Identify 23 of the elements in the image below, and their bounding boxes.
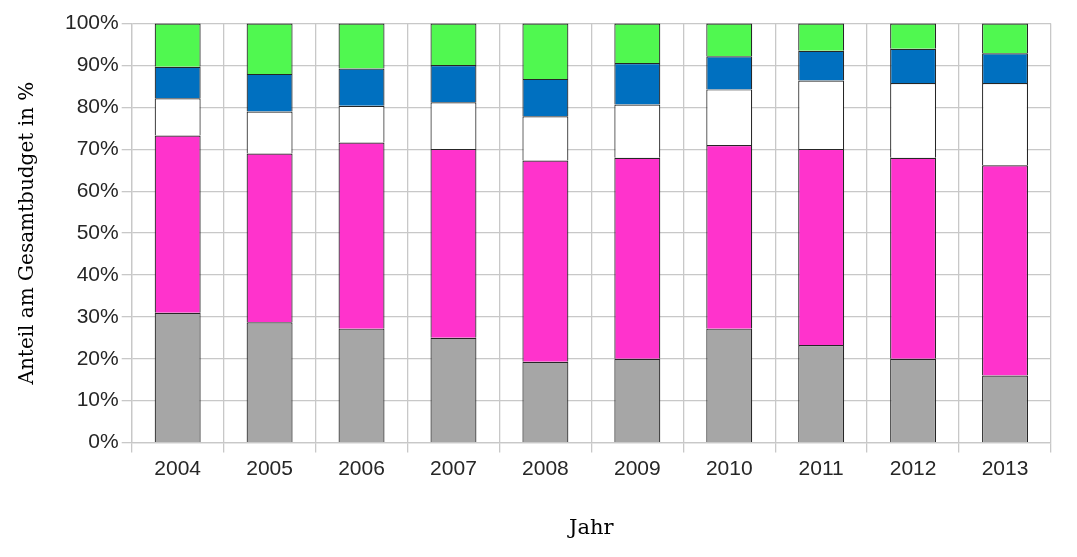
y-axis-title: Anteil am Gesamtbudget in %	[14, 81, 39, 386]
x-tick-label: 2006	[338, 456, 385, 479]
x-tick-label: 2007	[430, 456, 477, 479]
y-tick-label: 20%	[76, 345, 119, 369]
x-tick-label: 2012	[889, 456, 937, 479]
y-tick-label: 90%	[76, 52, 119, 76]
y-tick-label: 80%	[76, 94, 119, 118]
y-tick-label: 30%	[76, 303, 119, 327]
y-tick-label: 0%	[88, 429, 119, 453]
x-tick-label: 2013	[981, 456, 1029, 479]
x-tick-label: 2011	[798, 456, 844, 479]
x-tick-label: 2004	[154, 456, 202, 479]
x-tick-label: 2008	[522, 456, 569, 479]
y-tick-label: 60%	[76, 178, 119, 201]
x-tick-label: 2010	[705, 456, 753, 479]
y-tick-label: 70%	[76, 136, 119, 160]
y-tick-label: 100%	[64, 10, 119, 34]
x-axis-title: Jahr	[567, 514, 615, 539]
y-tick-label: 50%	[76, 219, 119, 243]
x-tick-label: 2005	[246, 456, 293, 479]
y-tick-label: 40%	[76, 261, 119, 285]
y-tick-label: 10%	[76, 387, 119, 411]
x-tick-label: 2009	[613, 456, 661, 479]
